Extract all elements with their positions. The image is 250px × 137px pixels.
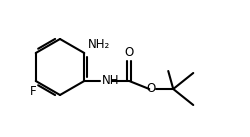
Text: NH: NH: [102, 73, 120, 86]
Text: F: F: [30, 85, 36, 98]
Text: NH₂: NH₂: [88, 38, 110, 51]
Text: O: O: [146, 82, 156, 95]
Text: O: O: [124, 46, 134, 59]
